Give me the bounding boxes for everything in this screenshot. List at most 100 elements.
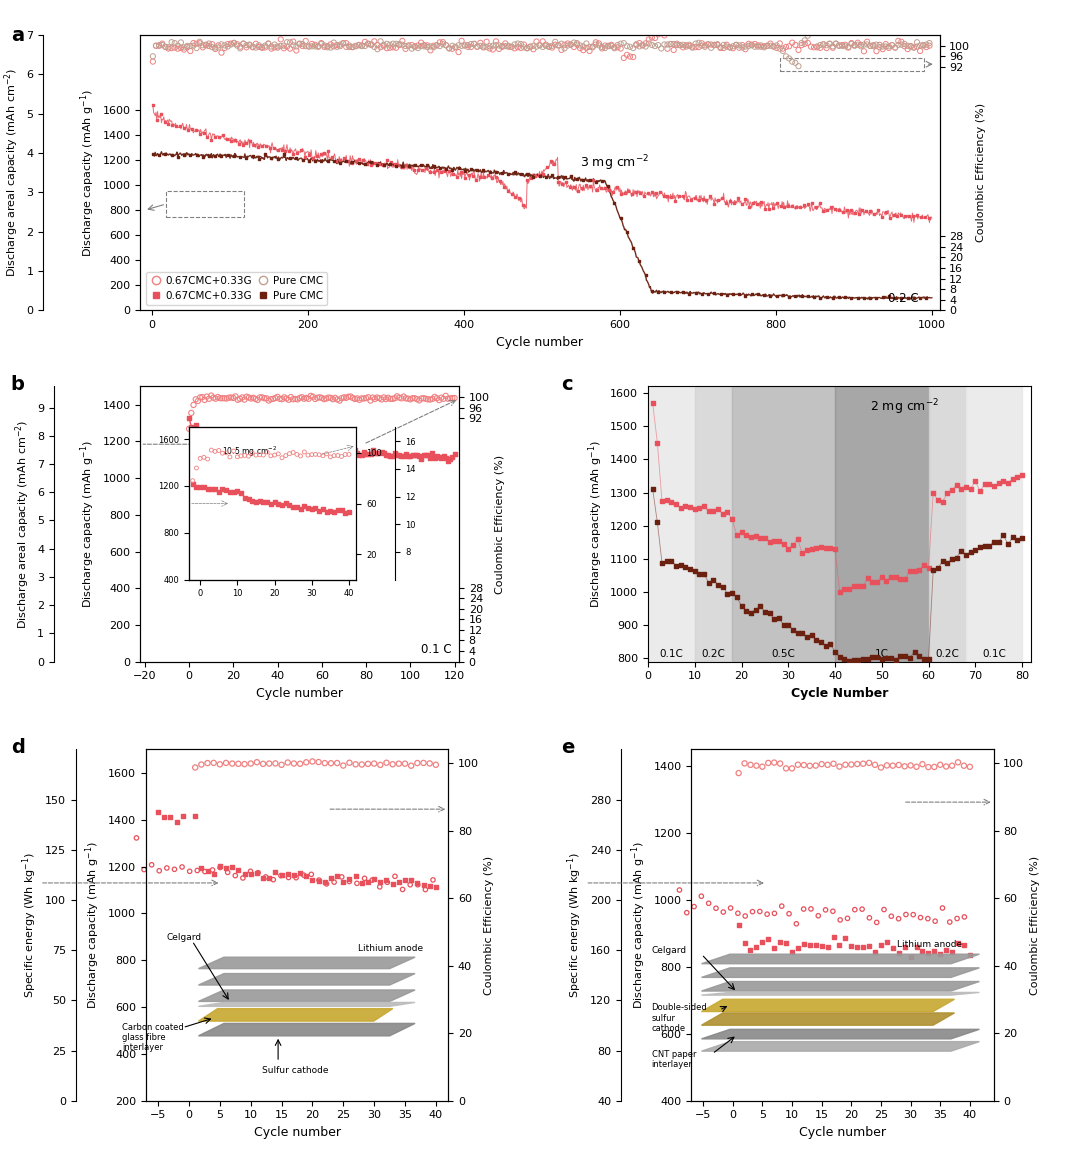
Point xyxy=(824,37,841,56)
Y-axis label: Discharge capacity (mAh g$^{-1}$): Discharge capacity (mAh g$^{-1}$) xyxy=(586,440,605,608)
Point xyxy=(222,436,240,454)
Point xyxy=(288,439,306,458)
Point xyxy=(166,34,184,53)
Point xyxy=(406,389,423,408)
Point xyxy=(778,933,795,952)
Point xyxy=(351,390,368,409)
Point xyxy=(247,34,265,53)
Point xyxy=(499,182,516,200)
Point xyxy=(269,438,286,457)
Point xyxy=(761,603,779,622)
Point xyxy=(953,479,970,498)
Point xyxy=(326,389,343,408)
Point xyxy=(150,145,167,164)
Point xyxy=(801,756,819,775)
Point xyxy=(255,754,272,773)
Point xyxy=(433,448,450,467)
Point xyxy=(1013,466,1030,485)
Point xyxy=(908,938,926,957)
Point xyxy=(298,439,315,458)
Point xyxy=(637,266,654,285)
Point xyxy=(858,201,875,220)
Point xyxy=(862,201,879,220)
Point xyxy=(218,129,235,148)
Point xyxy=(901,649,918,667)
Point xyxy=(378,151,395,170)
Point xyxy=(568,170,585,189)
Point xyxy=(318,502,335,521)
Point xyxy=(665,35,683,54)
Point xyxy=(921,36,939,55)
Y-axis label: Coulombic Efficiency (%): Coulombic Efficiency (%) xyxy=(976,103,986,242)
Point xyxy=(740,36,757,55)
Point xyxy=(550,167,567,186)
Point xyxy=(212,858,229,877)
Point xyxy=(381,446,399,465)
Point xyxy=(885,206,902,225)
Point xyxy=(284,390,301,409)
Point xyxy=(469,37,486,56)
Point xyxy=(896,36,914,55)
Point xyxy=(490,40,508,59)
Point xyxy=(786,287,804,306)
Point xyxy=(904,206,921,225)
Point xyxy=(890,910,907,929)
Point xyxy=(292,864,309,883)
Point xyxy=(447,37,464,56)
Point xyxy=(902,36,919,55)
Point xyxy=(299,446,316,465)
Point xyxy=(837,35,854,54)
Point xyxy=(307,151,324,170)
Point xyxy=(798,540,815,559)
Point xyxy=(728,35,745,54)
Point xyxy=(145,145,162,164)
Point xyxy=(370,155,388,173)
Point xyxy=(861,937,878,956)
Point xyxy=(781,904,798,923)
Point xyxy=(831,36,848,55)
Y-axis label: Discharge capacity (mAh g$^{-1}$): Discharge capacity (mAh g$^{-1}$) xyxy=(79,440,97,608)
Point xyxy=(328,37,346,56)
Point xyxy=(518,171,536,190)
Point xyxy=(355,443,373,461)
Point xyxy=(394,156,411,174)
Point xyxy=(212,436,229,454)
Point xyxy=(874,208,891,227)
Point xyxy=(341,869,359,888)
Point xyxy=(349,874,366,892)
Point xyxy=(409,39,427,57)
Point xyxy=(423,444,441,463)
Point xyxy=(531,35,549,54)
Point xyxy=(194,124,212,143)
Point xyxy=(568,35,585,54)
Point xyxy=(226,148,243,166)
Point xyxy=(768,36,785,55)
Point xyxy=(195,478,213,497)
Point xyxy=(335,149,352,167)
Point xyxy=(231,390,248,409)
Point xyxy=(203,429,220,447)
Point xyxy=(693,36,711,55)
Point xyxy=(494,36,511,55)
Point xyxy=(737,906,754,925)
Point xyxy=(249,438,267,457)
Point xyxy=(475,167,492,186)
Point xyxy=(865,36,882,55)
Point xyxy=(897,905,915,924)
Point xyxy=(849,33,866,52)
Point xyxy=(453,163,470,182)
Point xyxy=(896,646,914,665)
Point xyxy=(807,198,824,217)
Point xyxy=(802,899,820,918)
Point xyxy=(481,37,498,56)
Point xyxy=(354,151,372,170)
Point xyxy=(765,37,782,56)
Point xyxy=(375,156,392,174)
Point xyxy=(444,160,461,179)
Point xyxy=(181,36,199,55)
Point xyxy=(866,755,883,774)
Point xyxy=(571,36,589,55)
Point xyxy=(279,33,296,52)
Point xyxy=(220,438,238,457)
Point xyxy=(231,37,248,56)
